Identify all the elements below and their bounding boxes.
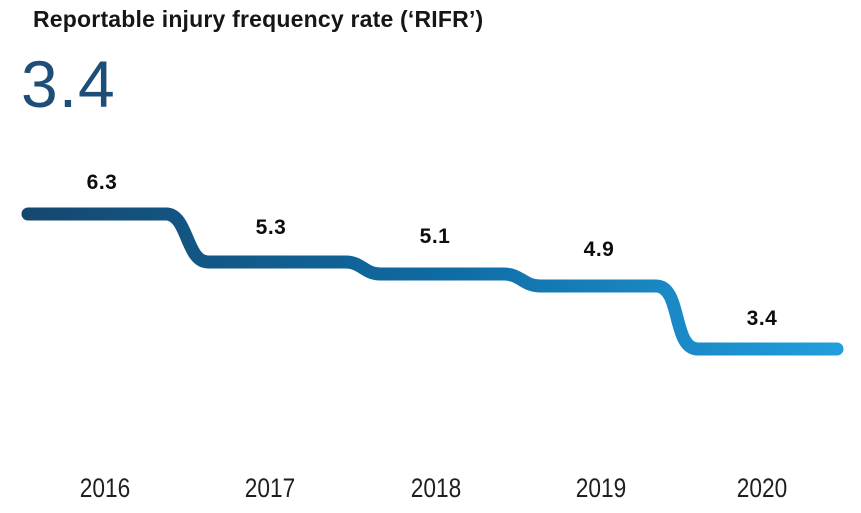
x-axis-label-2018: 2018 — [410, 473, 462, 503]
headline-value: 3.4 — [21, 47, 116, 121]
value-label-2019: 4.9 — [583, 238, 615, 261]
x-axis-label-2016: 2016 — [79, 473, 131, 503]
value-label-2020: 3.4 — [746, 307, 778, 330]
step-line-path — [21, 207, 844, 356]
x-axis-label-2017: 2017 — [244, 473, 296, 503]
value-label-2018: 5.1 — [419, 225, 451, 248]
chart-title: Reportable injury frequency rate (‘RIFR’… — [33, 6, 484, 32]
x-axis-label-2019: 2019 — [575, 473, 627, 503]
x-axis-label-2020: 2020 — [736, 473, 788, 503]
value-label-2017: 5.3 — [255, 216, 287, 239]
value-label-2016: 6.3 — [86, 171, 118, 194]
